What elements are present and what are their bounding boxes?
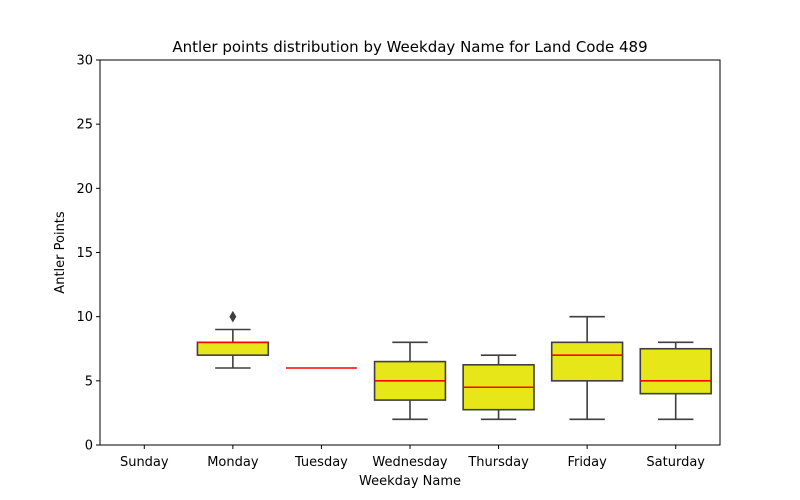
box-iqr bbox=[196, 341, 270, 356]
x-tick-label: Monday bbox=[207, 455, 259, 470]
box-iqr bbox=[639, 347, 712, 395]
y-tick-label: 5 bbox=[85, 374, 93, 389]
y-axis-label: Antler Points bbox=[53, 211, 68, 294]
box-group-monday bbox=[196, 310, 270, 369]
box-group-friday bbox=[550, 315, 624, 421]
y-tick-label: 10 bbox=[76, 310, 93, 325]
y-tick-label: 20 bbox=[76, 182, 93, 197]
box-group-thursday bbox=[462, 354, 535, 421]
x-axis: Sunday Monday Tuesday Wednesday Thursday Frid… bbox=[120, 445, 705, 470]
box-group-wednesday bbox=[373, 341, 447, 421]
outlier-point bbox=[229, 310, 237, 323]
y-axis: 0 5 10 15 20 25 30 bbox=[76, 54, 100, 454]
box-group-saturday bbox=[639, 341, 712, 421]
x-axis-label: Weekday Name bbox=[359, 474, 461, 489]
y-tick-label: 15 bbox=[76, 246, 93, 261]
x-tick-label: Thursday bbox=[467, 455, 529, 470]
x-tick-label: Wednesday bbox=[372, 455, 448, 470]
x-tick-label: Tuesday bbox=[294, 455, 348, 470]
y-tick-label: 0 bbox=[85, 439, 93, 454]
y-tick-label: 30 bbox=[76, 54, 93, 69]
y-tick-label: 25 bbox=[76, 118, 93, 133]
plot-area bbox=[196, 310, 712, 421]
x-tick-label: Saturday bbox=[646, 455, 705, 470]
x-tick-label: Friday bbox=[567, 455, 607, 470]
box-iqr bbox=[550, 341, 624, 382]
chart-title: Antler points distribution by Weekday Na… bbox=[172, 38, 647, 56]
x-tick-label: Sunday bbox=[120, 455, 169, 470]
